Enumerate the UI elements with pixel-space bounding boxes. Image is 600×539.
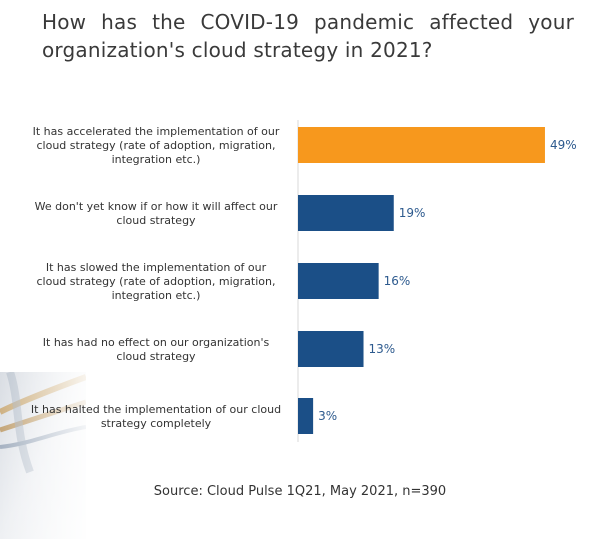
category-label-2: We don't yet know if or how it will affe… [35,200,278,227]
bar-4 [298,331,364,367]
bar-5 [298,398,314,434]
category-label-3: It has slowed the implementation of our c… [37,261,276,302]
value-label-2: 19% [399,206,426,220]
bar-3 [298,263,379,299]
value-label-4: 13% [369,342,396,356]
chart-title: How has the COVID-19 pandemic affected y… [42,10,574,62]
value-label-5: 3% [318,409,337,423]
decorative-cable-photo [0,372,86,539]
category-label-5: It has halted the implementation of our … [31,403,281,430]
value-label-3: 16% [384,274,411,288]
source-note: Source: Cloud Pulse 1Q21, May 2021, n=39… [153,484,447,499]
bar-1 [298,127,545,163]
bar-2 [298,195,394,231]
category-label-4: It has had no effect on our organization… [43,336,270,363]
category-label-1: It has accelerated the implementation of… [33,125,280,166]
value-label-1: 49% [550,138,577,152]
